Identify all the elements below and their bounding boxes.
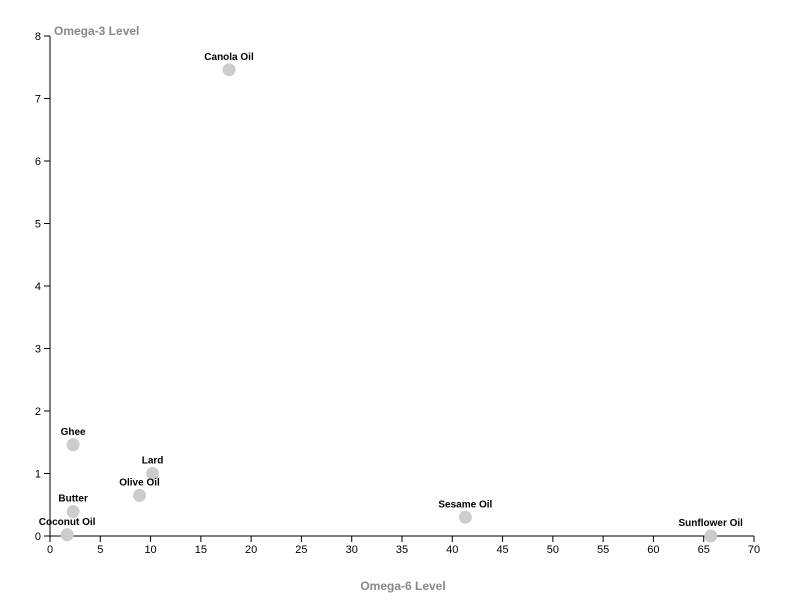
y-tick-label: 4 (35, 281, 41, 293)
data-point (146, 467, 160, 480)
x-tick-label: 30 (346, 544, 358, 556)
x-tick-label: 25 (295, 544, 307, 556)
data-point (458, 510, 472, 524)
data-label: Ghee (61, 427, 86, 438)
x-tick-label: 0 (47, 544, 53, 556)
data-labels: Canola Oil Ghee Lard Olive Oil Butter Coconut… (39, 52, 743, 529)
y-tick-label: 5 (35, 219, 41, 231)
data-label: Coconut Oil (39, 517, 96, 528)
data-label: Butter (58, 494, 88, 505)
y-tick-label: 7 (35, 94, 41, 106)
x-tick-label: 45 (496, 544, 508, 556)
y-tick-label: 2 (35, 406, 41, 418)
y-axis: 0 1 2 3 4 5 6 7 8 (35, 31, 51, 543)
x-tick-label: 10 (144, 544, 156, 556)
x-tick-label: 15 (195, 544, 207, 556)
data-label: Olive Oil (119, 477, 160, 488)
data-point (133, 488, 147, 502)
x-tick-label: 70 (748, 544, 760, 556)
y-tick-label: 1 (35, 469, 41, 481)
x-tick-label: 20 (245, 544, 257, 556)
x-tick-label: 50 (547, 544, 559, 556)
data-point (60, 528, 74, 542)
y-tick-label: 0 (35, 531, 41, 543)
y-tick-label: 3 (35, 344, 41, 356)
data-point (222, 63, 236, 77)
x-tick-label: 65 (698, 544, 710, 556)
y-tick-label: 8 (35, 31, 41, 43)
y-axis-title: Omega-3 Level (54, 24, 139, 38)
data-label: Canola Oil (204, 52, 254, 63)
data-point (66, 438, 80, 452)
data-label: Sesame Oil (438, 499, 492, 510)
x-tick-label: 35 (396, 544, 408, 556)
x-tick-label: 40 (446, 544, 458, 556)
x-axis-title: Omega-6 Level (360, 579, 445, 593)
data-point (704, 529, 718, 543)
data-points (60, 63, 718, 543)
y-tick-label: 6 (35, 156, 41, 168)
data-point (66, 505, 80, 519)
x-tick-label: 60 (647, 544, 659, 556)
x-axis: 0 5 10 15 20 25 30 35 40 45 50 55 60 65 70 (47, 535, 760, 556)
x-tick-label: 55 (597, 544, 609, 556)
data-label: Lard (142, 456, 164, 467)
data-label: Sunflower Oil (679, 518, 744, 529)
x-tick-label: 5 (97, 544, 103, 556)
